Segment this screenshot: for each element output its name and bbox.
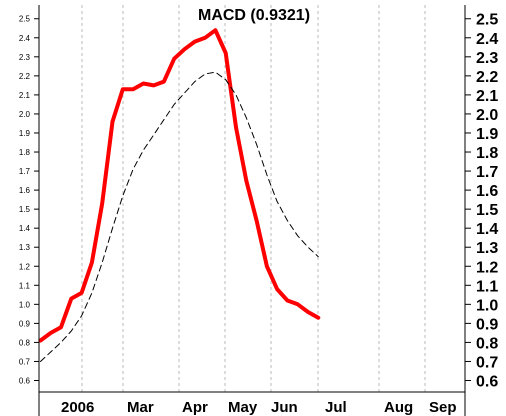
chart-title: MACD (0.9321) <box>198 7 310 24</box>
signal-line-series <box>40 71 319 362</box>
left-y-tick-label: 1.7 <box>19 167 31 176</box>
right-y-tick-label: 1.7 <box>476 164 498 181</box>
left-y-tick-label: 2.5 <box>19 15 31 24</box>
left-y-tick-label: 2.4 <box>19 34 31 43</box>
right-y-tick-label: 2.0 <box>476 107 498 124</box>
right-y-tick-label: 1.5 <box>476 202 498 219</box>
right-y-tick-label: 0.7 <box>476 354 498 371</box>
left-y-tick-label: 2.2 <box>19 72 31 81</box>
right-y-tick-label: 2.5 <box>476 12 498 29</box>
left-y-tick-label: 2.0 <box>19 110 31 119</box>
left-y-tick-label: 1.9 <box>19 129 31 138</box>
right-y-tick-label: 0.9 <box>476 316 498 333</box>
right-y-tick-label: 1.9 <box>476 126 498 143</box>
left-y-tick-label: 1.3 <box>19 243 31 252</box>
series-layer <box>38 28 321 362</box>
x-tick-label: Jul <box>325 399 347 416</box>
right-y-ticks: 0.6 0.7 0.8 0.9 1.0 1.1 1.2 1.3 1.4 1.5 1.6 1.7 1.8 1… <box>465 12 498 391</box>
left-y-tick-label: 1.2 <box>19 262 31 271</box>
left-y-tick-label: 0.9 <box>19 319 31 328</box>
right-y-tick-label: 1.4 <box>476 221 498 238</box>
left-y-tick-label: 0.7 <box>19 357 31 366</box>
left-y-tick-label: 1.4 <box>19 224 31 233</box>
x-tick-label: Sep <box>429 399 457 416</box>
right-y-tick-label: 0.8 <box>476 335 498 352</box>
right-y-tick-label: 1.0 <box>476 297 498 314</box>
x-tick-label: Jun <box>271 399 298 416</box>
x-ticks: 2006 Mar Apr May Jun Jul Aug Sep <box>61 399 457 416</box>
right-y-tick-label: 1.3 <box>476 240 498 257</box>
left-y-tick-label: 1.5 <box>19 205 31 214</box>
right-y-tick-label: 1.6 <box>476 183 498 200</box>
right-y-tick-label: 2.4 <box>476 31 498 48</box>
macd-line-series <box>38 28 321 343</box>
x-tick-label: May <box>228 399 258 416</box>
left-y-tick-label: 1.6 <box>19 186 31 195</box>
right-y-tick-label: 1.8 <box>476 145 498 162</box>
right-y-tick-label: 0.6 <box>476 374 498 391</box>
right-y-tick-label: 1.2 <box>476 259 498 276</box>
right-y-tick-label: 2.1 <box>476 88 498 105</box>
left-y-tick-label: 1.1 <box>19 281 31 290</box>
right-y-tick-label: 2.3 <box>476 50 498 67</box>
left-y-tick-label: 1.0 <box>19 300 31 309</box>
x-tick-label: 2006 <box>61 399 94 416</box>
x-tick-label: Mar <box>127 399 154 416</box>
left-y-tick-label: 0.8 <box>19 338 31 347</box>
x-tick-label: Aug <box>384 399 413 416</box>
right-y-tick-label: 1.1 <box>476 278 498 295</box>
left-y-ticks: 0.6 0.7 0.8 0.9 1.0 1.1 1.2 1.3 1.4 1.5 1.6 1.7 1.8 1… <box>19 15 39 386</box>
x-tick-label: Apr <box>182 399 208 416</box>
left-y-tick-label: 2.3 <box>19 53 31 62</box>
left-y-tick-label: 0.6 <box>19 377 31 386</box>
left-y-tick-label: 2.1 <box>19 91 31 100</box>
right-y-tick-label: 2.2 <box>476 69 498 86</box>
left-y-tick-label: 1.8 <box>19 148 31 157</box>
